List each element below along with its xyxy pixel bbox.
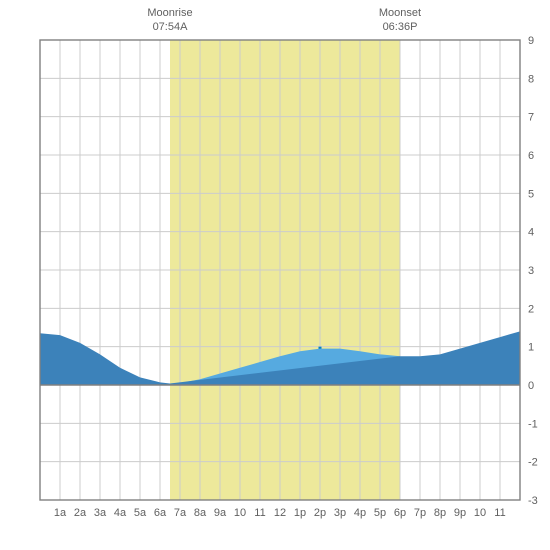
x-tick-label: 10: [474, 507, 486, 519]
x-tick-label: 11: [254, 507, 265, 519]
annotation-time: 06:36P: [383, 21, 418, 33]
x-tick-label: 12: [274, 507, 286, 519]
y-tick-label: 6: [528, 150, 534, 162]
y-tick-label: 7: [528, 112, 534, 124]
y-tick-label: -3: [528, 495, 538, 507]
x-tick-label: 6a: [154, 507, 167, 519]
x-tick-label: 1a: [54, 507, 67, 519]
x-tick-label: 8p: [434, 507, 446, 519]
x-tick-label: 3a: [94, 507, 107, 519]
y-tick-label: 1: [528, 342, 534, 354]
x-tick-label: 3p: [334, 507, 346, 519]
x-tick-label: 7a: [174, 507, 187, 519]
tide-moon-chart: -3-2-101234567891a2a3a4a5a6a7a8a9a101112…: [0, 0, 550, 550]
x-tick-label: 1p: [294, 507, 306, 519]
x-tick-label: 9a: [214, 507, 227, 519]
y-tick-label: 9: [528, 35, 534, 47]
annotation-label: Moonset: [379, 7, 421, 19]
y-tick-label: 8: [528, 73, 534, 85]
x-tick-label: 9p: [454, 507, 466, 519]
x-tick-label: 11: [494, 507, 505, 519]
x-tick-label: 5a: [134, 507, 147, 519]
x-tick-label: 10: [234, 507, 246, 519]
y-tick-label: 5: [528, 188, 534, 200]
x-tick-label: 4p: [354, 507, 366, 519]
x-tick-label: 5p: [374, 507, 386, 519]
y-tick-label: 3: [528, 265, 534, 277]
y-tick-label: 0: [528, 380, 534, 392]
x-tick-label: 2p: [314, 507, 326, 519]
y-tick-label: -1: [528, 418, 538, 430]
x-tick-label: 7p: [414, 507, 426, 519]
x-tick-label: 8a: [194, 507, 207, 519]
y-tick-label: -2: [528, 457, 538, 469]
x-tick-label: 4a: [114, 507, 127, 519]
chart-svg: -3-2-101234567891a2a3a4a5a6a7a8a9a101112…: [0, 0, 550, 550]
y-tick-label: 4: [528, 227, 534, 239]
annotation-label: Moonrise: [147, 7, 192, 19]
y-tick-label: 2: [528, 303, 534, 315]
annotation-time: 07:54A: [153, 21, 189, 33]
x-tick-label: 2a: [74, 507, 87, 519]
x-tick-label: 6p: [394, 507, 406, 519]
